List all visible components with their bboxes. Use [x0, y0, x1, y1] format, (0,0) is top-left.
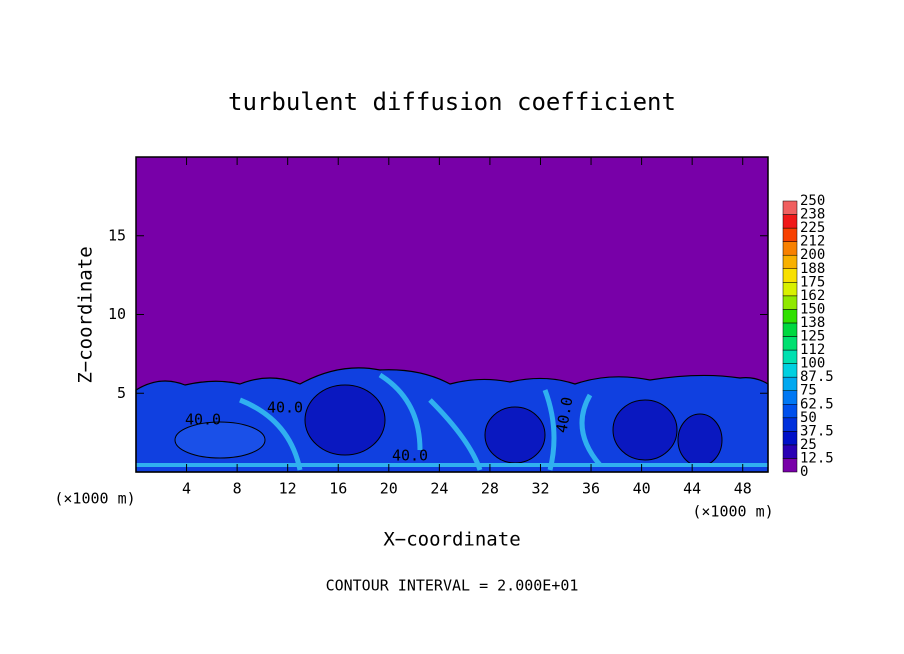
- colorbar-label: 188: [800, 261, 825, 277]
- colorbar-cell: [782, 200, 798, 215]
- colorbar-cell: [782, 349, 798, 364]
- colorbar-cell: [782, 444, 798, 459]
- colorbar-label: 200: [800, 247, 825, 263]
- eddy: [677, 413, 723, 467]
- colorbar-cell: [782, 363, 798, 378]
- colorbar-label: 50: [800, 410, 817, 426]
- y-unit: (×1000 m): [692, 503, 773, 521]
- contour-label: 40.0: [553, 396, 577, 435]
- colorbar-cell: [782, 390, 798, 405]
- colorbar-cell: [782, 431, 798, 446]
- y-axis-label: Z−coordinate: [75, 246, 97, 383]
- colorbar-label: 12.5: [800, 450, 834, 466]
- colorbar-cell: [782, 458, 798, 473]
- colorbar-label: 75: [800, 383, 817, 399]
- field: [135, 157, 769, 473]
- contour-label: 40.0: [392, 447, 428, 465]
- colorbar-cell: [782, 309, 798, 324]
- colorbar-label: 37.5: [800, 423, 834, 439]
- colorbar-label: 162: [800, 288, 825, 304]
- shear-streak: [239, 372, 602, 471]
- colorbar-label: 138: [800, 315, 825, 331]
- x-tick-label: 32: [531, 480, 549, 498]
- x-tick-label: 8: [233, 480, 242, 498]
- x-tick-label: 12: [279, 480, 297, 498]
- colorbar-label: 112: [800, 342, 825, 358]
- x-tick-label: 36: [582, 480, 600, 498]
- colorbar-label: 100: [800, 356, 825, 372]
- colorbar-cell: [782, 322, 798, 337]
- y-tick-label: 10: [108, 305, 126, 323]
- colorbar-cell: [782, 376, 798, 391]
- colorbar-cell: [782, 241, 798, 256]
- colorbar-cell: [782, 282, 798, 297]
- x-tick-label: 4: [182, 480, 191, 498]
- chart-title: turbulent diffusion coefficient: [228, 88, 676, 116]
- colorbar-label: 125: [800, 329, 825, 345]
- x-tick-label: 24: [430, 480, 448, 498]
- colorbar-label: 0: [800, 464, 808, 480]
- x-tick-label: 44: [683, 480, 701, 498]
- eddy: [612, 399, 678, 461]
- colorbar-cell: [782, 336, 798, 351]
- colorbar-cell: [782, 404, 798, 419]
- colorbar-label: 87.5: [800, 369, 834, 385]
- contour-label: 40.0: [185, 411, 221, 429]
- x-tick-label: 20: [380, 480, 398, 498]
- colorbar-label: 175: [800, 274, 825, 290]
- x-tick-label: 40: [633, 480, 651, 498]
- colorbar-label: 250: [800, 193, 825, 209]
- eddy: [484, 406, 546, 464]
- colorbar-cell: [782, 254, 798, 269]
- colorbar-label: 62.5: [800, 396, 834, 412]
- eddy: [304, 384, 386, 456]
- colorbar-label: 238: [800, 207, 825, 223]
- y-tick-label: 15: [108, 226, 126, 244]
- eddy: [174, 421, 266, 459]
- colorbar-cell: [782, 295, 798, 310]
- colorbar-label: 212: [800, 234, 825, 250]
- colorbar-cell: [782, 214, 798, 229]
- contour-label: 40.0: [267, 399, 303, 417]
- colorbar-label: 150: [800, 301, 825, 317]
- annotation: CONTOUR INTERVAL = 2.000E+01: [326, 577, 579, 595]
- colorbar-cell: [782, 227, 798, 242]
- x-axis-label: X−coordinate: [383, 529, 520, 551]
- colorbar-label: 25: [800, 437, 817, 453]
- colorbar-label: 225: [800, 220, 825, 236]
- x-tick-label: 48: [734, 480, 752, 498]
- x-tick-label: 16: [329, 480, 347, 498]
- x-tick-label: 28: [481, 480, 499, 498]
- x-unit: (×1000 m): [54, 490, 135, 508]
- colorbar-cell: [782, 417, 798, 432]
- colorbar-cell: [782, 268, 798, 283]
- y-tick-label: 5: [117, 384, 126, 402]
